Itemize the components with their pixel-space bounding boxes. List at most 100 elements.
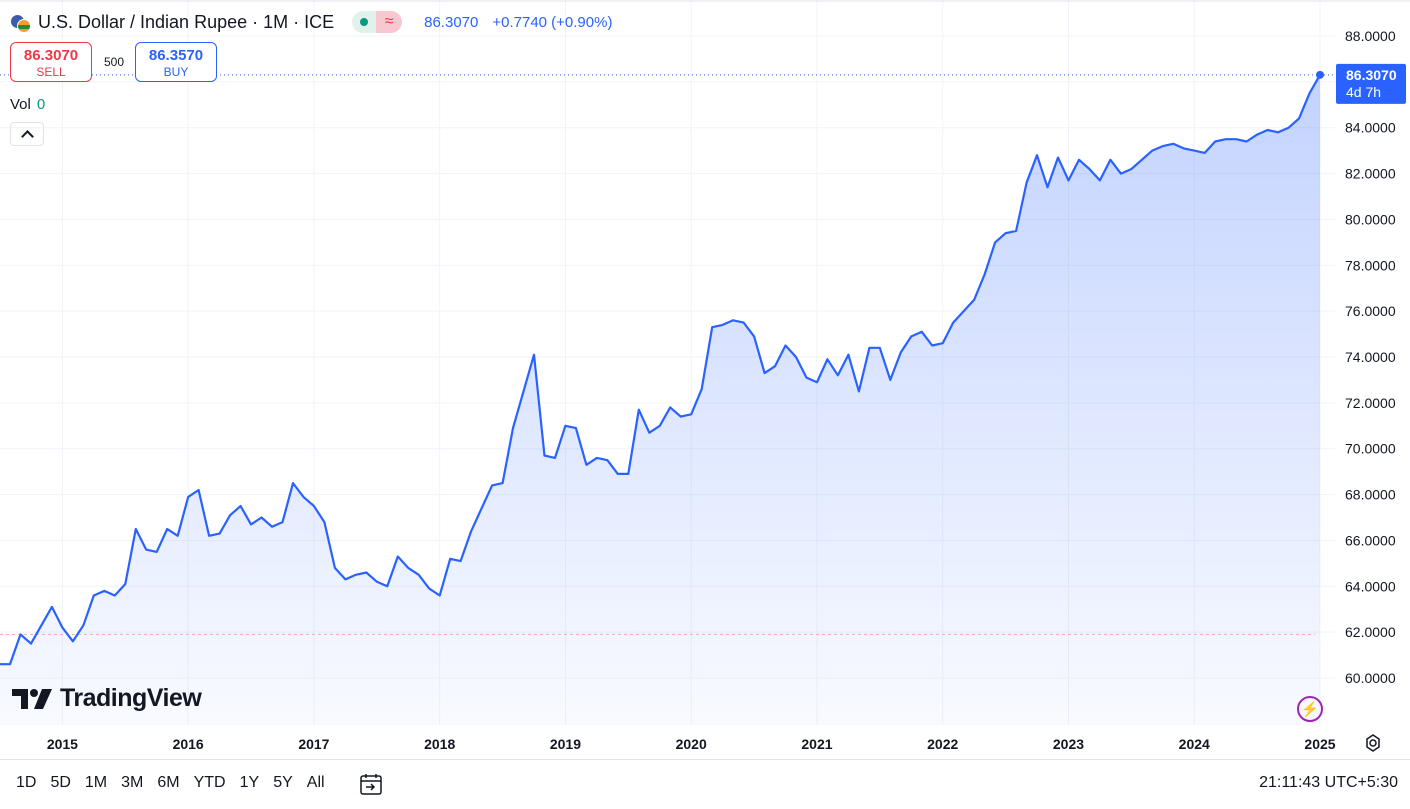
tradingview-logo-icon	[12, 688, 52, 709]
range-1y[interactable]: 1Y	[239, 774, 260, 791]
data-point	[280, 520, 284, 524]
data-point	[700, 387, 704, 391]
data-point	[1182, 146, 1186, 150]
data-point	[1025, 181, 1029, 185]
price-chart[interactable]: 60.0000 62.0000 64.0000 66.0000 68.0000 70.00…	[0, 0, 1410, 760]
y-tick-label: 84.0000	[1345, 120, 1396, 136]
data-point	[626, 472, 630, 476]
area-fill	[0, 74, 1320, 726]
data-point	[679, 415, 683, 419]
data-point	[480, 506, 484, 510]
symbol-title[interactable]: U.S. Dollar / Indian Rupee · 1M · ICE	[38, 11, 335, 32]
collapse-legend-button[interactable]	[10, 122, 44, 146]
y-tick-label: 68.0000	[1345, 487, 1396, 503]
volume-legend[interactable]: Vol 0	[10, 96, 45, 113]
data-point	[867, 346, 871, 350]
bottom-divider	[0, 759, 1410, 760]
data-point	[553, 456, 557, 460]
axis-settings-icon[interactable]	[1363, 733, 1383, 753]
x-tick-label: 2024	[1179, 736, 1210, 752]
lightning-icon[interactable]: ⚡	[1297, 696, 1323, 722]
data-point	[983, 272, 987, 276]
range-ytd[interactable]: YTD	[193, 774, 226, 791]
data-point	[930, 344, 934, 348]
buy-button[interactable]: 86.3570 BUY	[135, 42, 217, 82]
data-point	[155, 550, 159, 554]
data-point	[1234, 137, 1238, 141]
data-point	[804, 376, 808, 380]
data-point	[8, 662, 12, 666]
tradingview-logo[interactable]: TradingView	[12, 684, 202, 713]
data-point	[763, 371, 767, 375]
range-all[interactable]: All	[306, 774, 325, 791]
data-point	[899, 350, 903, 354]
spread-value: 500	[104, 55, 125, 69]
data-point	[857, 389, 861, 393]
range-3m[interactable]: 3M	[121, 774, 144, 791]
y-tick-label: 76.0000	[1345, 303, 1396, 319]
data-point	[1203, 151, 1207, 155]
market-status-pill[interactable]: ≈	[352, 11, 403, 33]
y-tick-label: 70.0000	[1345, 441, 1396, 457]
range-1m[interactable]: 1M	[84, 774, 108, 791]
y-tick-label: 62.0000	[1345, 624, 1396, 640]
data-point	[364, 571, 368, 575]
y-tick-label: 72.0000	[1345, 395, 1396, 411]
data-point	[1213, 139, 1217, 143]
data-point	[710, 325, 714, 329]
data-point	[186, 495, 190, 499]
range-6m[interactable]: 6M	[157, 774, 180, 791]
header-last-price: 86.3070	[424, 13, 479, 31]
data-point	[1046, 185, 1050, 189]
data-point	[511, 426, 515, 430]
header-change: +0.7740 (+0.90%)	[492, 13, 613, 31]
data-point	[270, 525, 274, 529]
data-point	[301, 495, 305, 499]
data-point	[616, 472, 620, 476]
range-1d[interactable]: 1D	[16, 774, 37, 791]
data-point	[532, 353, 536, 357]
data-point	[218, 532, 222, 536]
calendar-goto-icon[interactable]	[358, 772, 384, 796]
price-line[interactable]	[0, 74, 1321, 666]
data-point	[972, 298, 976, 302]
last-price-tag-countdown: 4d 7h	[1346, 84, 1381, 100]
x-tick-label: 2019	[550, 736, 581, 752]
y-tick-label: 74.0000	[1345, 349, 1396, 365]
delayed-data-icon: ≈	[376, 11, 403, 33]
symbol-header: U.S. Dollar / Indian Rupee · 1M · ICE ≈ …	[10, 10, 612, 34]
data-point	[1119, 172, 1123, 176]
data-point	[134, 527, 138, 531]
data-point	[176, 534, 180, 538]
sell-price: 86.3070	[23, 47, 79, 64]
sell-button[interactable]: 86.3070 SELL	[10, 42, 92, 82]
data-point	[123, 582, 127, 586]
y-tick-label: 78.0000	[1345, 257, 1396, 273]
range-5y[interactable]: 5Y	[273, 774, 293, 791]
data-point	[1308, 91, 1312, 95]
x-tick-label: 2017	[298, 736, 329, 752]
y-tick-label: 64.0000	[1345, 578, 1396, 594]
y-tick-label: 82.0000	[1345, 166, 1396, 182]
y-tick-label: 80.0000	[1345, 211, 1396, 227]
last-price-tag[interactable]	[1336, 63, 1406, 104]
data-point	[605, 458, 609, 462]
range-5d[interactable]: 5D	[50, 774, 71, 791]
market-open-dot-icon	[352, 11, 377, 33]
data-point	[1224, 137, 1228, 141]
brand-name: TradingView	[60, 684, 202, 712]
data-point	[825, 357, 829, 361]
data-point	[1276, 130, 1280, 134]
data-point	[228, 513, 232, 517]
clock[interactable]: 21:11:43 UTC+5:30	[1259, 774, 1398, 791]
data-point	[71, 639, 75, 643]
data-point	[784, 344, 788, 348]
data-point	[731, 318, 735, 322]
chevron-up-icon	[20, 129, 34, 143]
data-point	[993, 240, 997, 244]
data-point	[668, 405, 672, 409]
volume-value: 0	[36, 96, 46, 113]
data-point	[1098, 178, 1102, 182]
data-point	[144, 548, 148, 552]
data-point	[563, 424, 567, 428]
